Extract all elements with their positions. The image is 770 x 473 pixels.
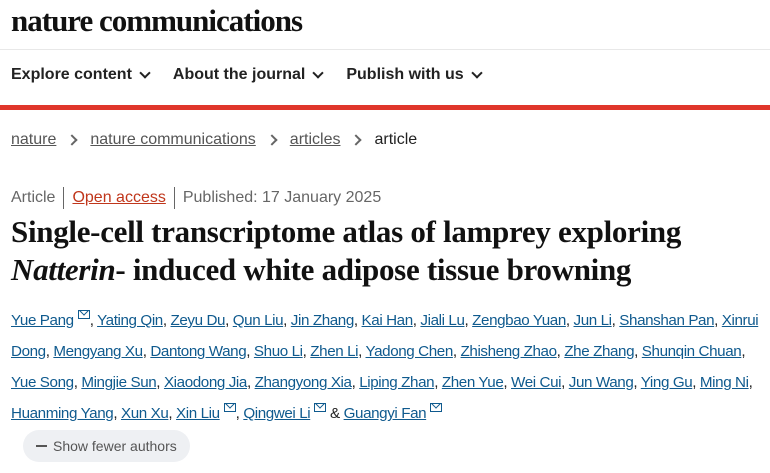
email-icon[interactable] xyxy=(77,310,90,319)
article-title: Single-cell transcriptome atlas of lampr… xyxy=(11,213,766,289)
author-link[interactable]: Zengbao Yuan xyxy=(472,312,566,329)
divider xyxy=(173,187,175,209)
author-link[interactable]: Ying Gu xyxy=(640,374,693,391)
author-link[interactable]: Yating Qin xyxy=(97,312,163,329)
author-link[interactable]: Zhe Zhang xyxy=(564,343,635,360)
author-list: Yue Pang, Yating Qin, Zeyu Du, Qun Liu, … xyxy=(11,310,759,422)
breadcrumb-articles[interactable]: articles xyxy=(289,131,341,148)
nav-explore-content[interactable]: Explore content xyxy=(11,66,151,84)
author-link[interactable]: Shanshan Pan xyxy=(619,312,715,329)
author-link[interactable]: Yue Pang xyxy=(11,312,74,329)
nav-label: Publish with us xyxy=(346,66,464,83)
author-link[interactable]: Liping Zhan xyxy=(359,374,435,391)
accent-bar xyxy=(0,105,770,110)
author-link[interactable]: Mingjie Sun xyxy=(81,374,157,391)
author-link[interactable]: Xun Xu xyxy=(120,405,169,422)
journal-logo[interactable]: nature communications xyxy=(11,3,303,38)
author-link[interactable]: Kai Han xyxy=(361,312,414,329)
email-icon[interactable] xyxy=(430,403,443,412)
chevron-down-icon xyxy=(139,67,151,79)
article-meta: Article Open access Published: 17 Januar… xyxy=(11,187,381,209)
nav-about-journal[interactable]: About the journal xyxy=(172,66,325,84)
author-link[interactable]: Zhen Yue xyxy=(441,374,504,391)
author-link[interactable]: Zeyu Du xyxy=(170,312,226,329)
email-icon[interactable] xyxy=(223,403,236,412)
title-text: Single-cell transcriptome atlas of lampr… xyxy=(11,214,682,249)
author-link[interactable]: Zhen Li xyxy=(310,343,359,360)
published-date: Published: 17 January 2025 xyxy=(182,189,382,206)
author-link[interactable]: Xinrui Dong xyxy=(11,312,759,360)
button-label: Show fewer authors xyxy=(53,438,177,454)
author-link[interactable]: Guangyi Fan xyxy=(343,405,427,422)
author-link[interactable]: Shuo Li xyxy=(253,343,303,360)
open-access-link[interactable]: Open access xyxy=(72,189,166,206)
author-link[interactable]: Wei Cui xyxy=(511,374,562,391)
chevron-right-icon xyxy=(350,134,363,146)
author-link[interactable]: Shunqin Chuan xyxy=(641,343,742,360)
chevron-right-icon xyxy=(66,134,79,146)
breadcrumb-current: article xyxy=(374,131,418,148)
author-link[interactable]: Qingwei Li xyxy=(243,405,311,422)
show-fewer-authors-button[interactable]: Show fewer authors xyxy=(23,430,190,462)
title-text: - induced white adipose tissue browning xyxy=(115,252,632,287)
breadcrumb-nature-communications[interactable]: nature communications xyxy=(90,131,256,148)
author-separator: & xyxy=(326,405,344,422)
author-link[interactable]: Zhisheng Zhao xyxy=(460,343,558,360)
divider xyxy=(0,49,770,50)
nav-label: About the journal xyxy=(172,66,306,83)
author-link[interactable]: Jiali Lu xyxy=(420,312,465,329)
author-link[interactable]: Yadong Chen xyxy=(365,343,454,360)
author-link[interactable]: Qun Liu xyxy=(232,312,284,329)
article-type: Article xyxy=(11,189,56,206)
nav-label: Explore content xyxy=(11,66,132,83)
author-link[interactable]: Zhangyong Xia xyxy=(254,374,352,391)
main-nav: Explore content About the journal Publis… xyxy=(11,66,505,84)
author-link[interactable]: Jun Li xyxy=(573,312,613,329)
author-link[interactable]: Jun Wang xyxy=(568,374,634,391)
chevron-down-icon xyxy=(312,67,325,79)
minus-icon xyxy=(36,445,47,447)
author-link[interactable]: Yue Song xyxy=(11,374,74,391)
author-link[interactable]: Dantong Wang xyxy=(150,343,247,360)
chevron-right-icon xyxy=(266,134,278,146)
author-link[interactable]: Jin Zhang xyxy=(290,312,355,329)
title-italic: Natterin xyxy=(11,252,116,287)
author-link[interactable]: Xiaodong Jia xyxy=(163,374,247,391)
breadcrumb: nature nature communications articles ar… xyxy=(11,131,417,149)
author-link[interactable]: Xin Liu xyxy=(176,405,220,422)
email-icon[interactable] xyxy=(314,403,327,412)
chevron-down-icon xyxy=(471,67,483,79)
author-link[interactable]: Mengyang Xu xyxy=(53,343,143,360)
author-link[interactable]: Ming Ni xyxy=(699,374,749,391)
breadcrumb-nature[interactable]: nature xyxy=(11,131,57,148)
divider xyxy=(63,187,65,209)
author-link[interactable]: Huanming Yang xyxy=(11,405,114,422)
nav-publish-with-us[interactable]: Publish with us xyxy=(346,66,483,84)
